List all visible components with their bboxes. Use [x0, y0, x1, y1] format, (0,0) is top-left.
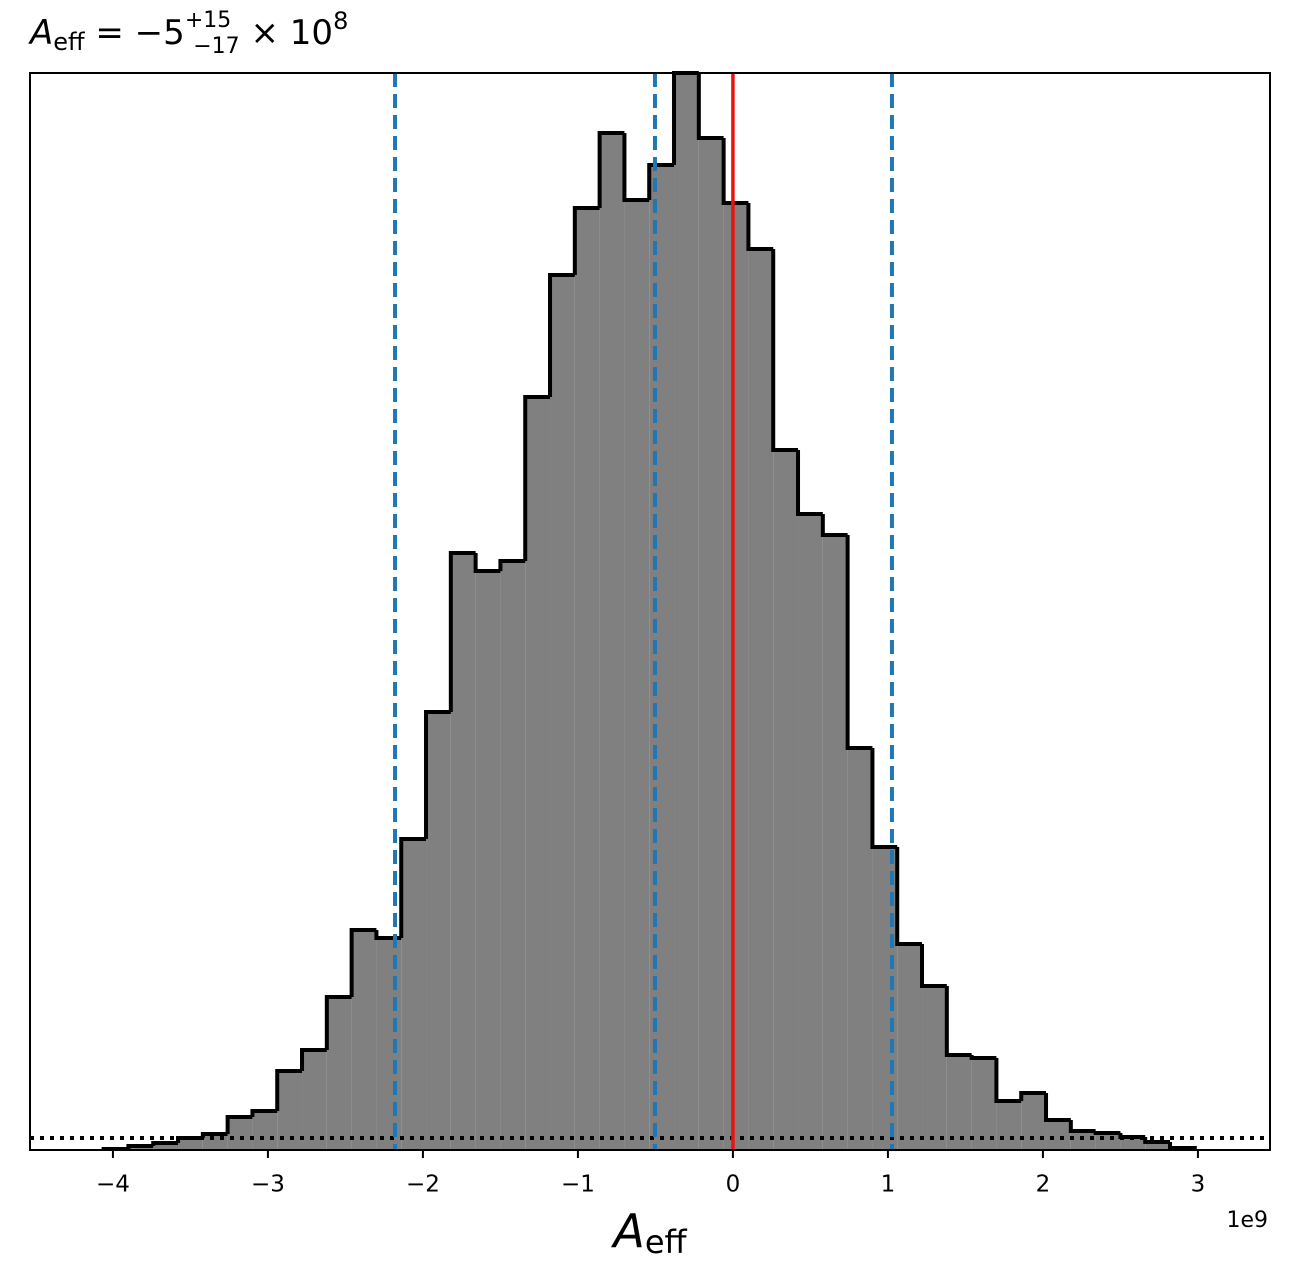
bar-outline [820, 514, 848, 537]
bar-outline [1068, 1120, 1096, 1133]
bar-outline [721, 138, 749, 205]
bar [450, 553, 476, 1150]
bar-outline [845, 535, 873, 750]
bar-outline [300, 1048, 327, 1071]
bar-outline [647, 163, 675, 200]
bar [252, 1111, 278, 1150]
bar-outline [548, 273, 575, 397]
bar [1021, 1093, 1047, 1150]
bar-outline [1168, 1142, 1197, 1150]
bar-outline [225, 1115, 253, 1134]
bar-outline [399, 837, 427, 938]
bar [475, 571, 501, 1150]
bar-outline [275, 1069, 303, 1111]
bar-outline [324, 995, 352, 1050]
bar [1070, 1131, 1096, 1150]
bar [649, 165, 675, 1150]
x-tick-label: 0 [726, 1172, 741, 1198]
bar [723, 203, 749, 1150]
bar [897, 944, 923, 1150]
x-tick-label: −1 [561, 1172, 595, 1198]
bar [500, 561, 526, 1150]
bar [847, 748, 873, 1150]
bar [1145, 1142, 1171, 1150]
bar [624, 200, 650, 1150]
bar [1120, 1137, 1146, 1150]
x-tick-label: −2 [406, 1172, 440, 1198]
bar [326, 997, 352, 1150]
bar-outline [920, 944, 947, 988]
bar [153, 1143, 179, 1150]
bar-outline [944, 986, 972, 1057]
x-offset-label: 1e9 [1226, 1208, 1268, 1233]
bar-outline [523, 395, 551, 561]
bar-outline [250, 1109, 278, 1117]
bar-outline [622, 133, 650, 202]
bar-outline [424, 710, 451, 839]
bar-outline [473, 553, 501, 573]
bar-outline [374, 930, 402, 940]
bar [525, 397, 551, 1150]
bar-outline [895, 847, 923, 946]
x-tick-label: 1 [881, 1172, 896, 1198]
bar [376, 938, 402, 1150]
bar [178, 1138, 203, 1150]
bar [822, 535, 848, 1150]
bar-outline [1019, 1091, 1047, 1101]
bar-outline [151, 1141, 179, 1146]
bar-outline [349, 928, 377, 997]
bar [996, 1101, 1022, 1150]
bar-outline [746, 203, 774, 251]
bar-outline [796, 450, 823, 516]
bar-outline [696, 73, 724, 140]
x-axis-label: Aeff [610, 1204, 687, 1262]
plot-frame [29, 72, 1271, 1151]
bar-outline [597, 131, 625, 208]
bar-outline [572, 206, 600, 275]
bar [599, 133, 625, 1150]
bar [922, 986, 947, 1150]
bar [426, 712, 451, 1150]
bar-outline [498, 559, 526, 571]
bar [351, 930, 377, 1150]
bar [674, 73, 699, 1150]
bar [773, 450, 799, 1150]
bar-outline [969, 1055, 997, 1060]
bar [698, 138, 724, 1150]
bar-outline [176, 1136, 203, 1143]
bar-outline [126, 1144, 154, 1149]
bar [227, 1117, 253, 1150]
bar [401, 839, 427, 1150]
bar [971, 1058, 997, 1150]
x-tick-label: 2 [1036, 1172, 1051, 1198]
bar [798, 514, 823, 1150]
x-tick-label: −4 [96, 1172, 130, 1198]
bar [550, 275, 575, 1150]
bar-outline [1044, 1093, 1071, 1122]
bar [1046, 1120, 1071, 1150]
bar-outline [771, 249, 799, 452]
x-tick-label: −3 [251, 1172, 285, 1198]
bar-outline [1143, 1137, 1171, 1144]
chart-title: Aeff = −5+15 −17 × 108 [28, 7, 348, 59]
x-tick-label: 3 [1191, 1172, 1206, 1198]
bar-outline [870, 748, 898, 849]
bar [1095, 1133, 1121, 1150]
bar [946, 1055, 972, 1150]
bar [574, 208, 600, 1150]
bar-outline [994, 1058, 1022, 1103]
bar-outline [1093, 1131, 1121, 1135]
bar [748, 249, 774, 1150]
bar-outline [448, 551, 476, 712]
bar [302, 1050, 327, 1150]
